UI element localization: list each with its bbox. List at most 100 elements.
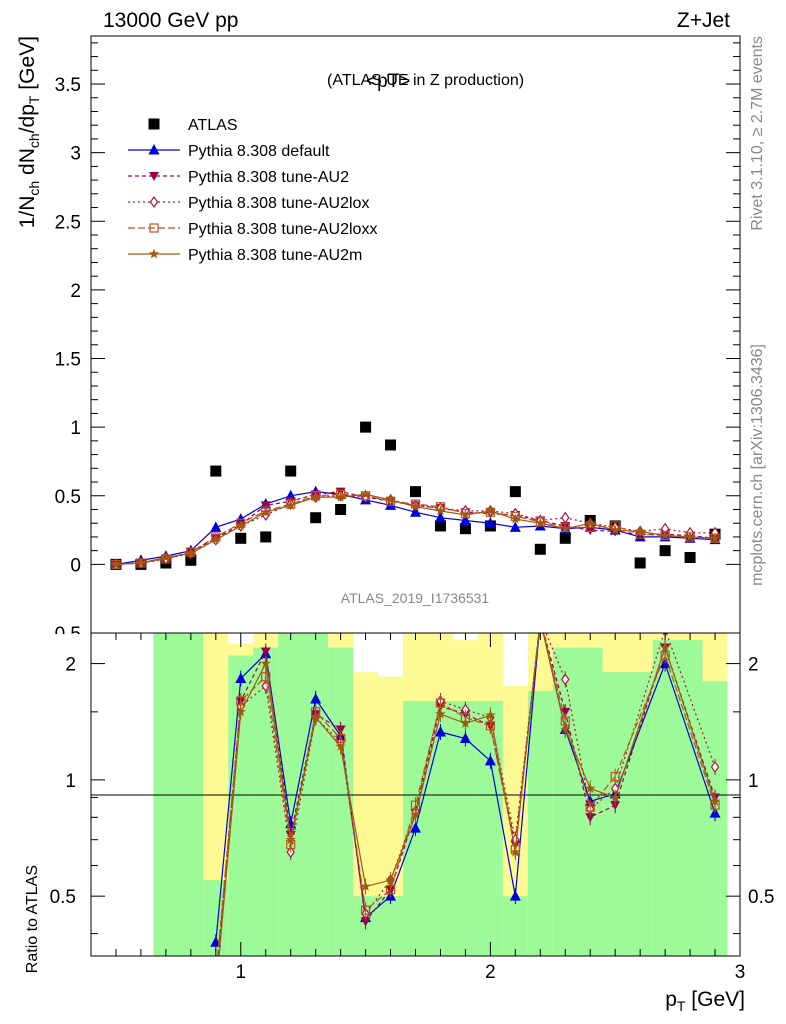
upper-ytick-label: 0 bbox=[70, 555, 81, 576]
data-point-atlas bbox=[434, 520, 446, 532]
data-point-AU2m bbox=[435, 505, 446, 516]
x-axis-label: pT [GeV] bbox=[665, 988, 745, 1014]
lower-ytick-label-right: 2 bbox=[748, 655, 759, 676]
uncertainty-band-inner bbox=[502, 896, 528, 956]
upper-ytick-label: 2 bbox=[70, 281, 81, 302]
legend-marker-AU2loxx bbox=[149, 223, 159, 233]
upper-panel: 00.511.522.533.5-0.5 <pT> (ATLAS UE in Z… bbox=[16, 35, 741, 646]
data-point-atlas bbox=[360, 421, 372, 433]
data-point-AU2lox bbox=[561, 511, 570, 524]
data-point-atlas bbox=[185, 554, 197, 566]
ratio-point-AU2lox bbox=[561, 673, 570, 686]
data-point-AU2m bbox=[260, 506, 271, 517]
ratio-point-AU2loxx bbox=[261, 672, 271, 682]
ratio-point-default bbox=[410, 822, 421, 833]
legend-marker-AU2 bbox=[149, 172, 159, 181]
ratio-point-AU2m bbox=[485, 709, 496, 720]
ratio-point-AU2m bbox=[560, 724, 571, 734]
ratio-point-AU2m bbox=[410, 809, 421, 820]
ratio-point-AU2 bbox=[610, 801, 621, 811]
legend-label: Pythia 8.308 tune-AU2 bbox=[188, 169, 349, 186]
ratio-point-AU2m bbox=[335, 741, 346, 751]
ratio-point-AU2m bbox=[310, 712, 321, 722]
legend-label: Pythia 8.308 tune-AU2lox bbox=[188, 195, 369, 212]
ratio-point-default bbox=[235, 672, 247, 683]
legend: ATLAS Pythia 8.308 default Pythia 8.308 tu… bbox=[128, 117, 377, 264]
data-point-atlas bbox=[684, 552, 696, 564]
data-point-default bbox=[509, 521, 521, 532]
xtick-label: 2 bbox=[485, 962, 496, 983]
data-point-AU2m bbox=[684, 531, 696, 542]
data-point-AU2m bbox=[659, 530, 671, 540]
data-point-AU2m bbox=[610, 524, 621, 535]
data-point-AU2m bbox=[160, 552, 172, 562]
data-point-AU2 bbox=[585, 526, 596, 536]
lower-y-axis-label: Ratio to ATLAS bbox=[24, 865, 41, 973]
uncertainty-band-inner bbox=[253, 647, 279, 956]
ratio-point-AU2m bbox=[260, 658, 271, 668]
tick-label-mask bbox=[30, 634, 90, 646]
data-point-atlas bbox=[310, 512, 322, 524]
ratio-point-AU2m bbox=[211, 988, 221, 998]
data-point-atlas bbox=[459, 523, 471, 535]
uncertainty-band-inner bbox=[328, 647, 354, 956]
ratio-point-default bbox=[509, 890, 521, 901]
ratio-point-AU2m bbox=[435, 708, 446, 719]
ratio-point-AU2 bbox=[211, 978, 221, 987]
data-point-atlas bbox=[634, 557, 646, 569]
uncertainty-band-inner bbox=[527, 690, 553, 956]
lower-ytick-label-right: 1 bbox=[748, 771, 759, 792]
data-point-default bbox=[459, 514, 471, 525]
upper-y-axis-label: 1/Nch dNch/dpT [GeV] bbox=[16, 36, 42, 228]
main-subtitle: (ATLAS UE in Z production) bbox=[327, 72, 524, 89]
upper-ytick-label: 3 bbox=[70, 144, 81, 165]
ratio-point-AU2 bbox=[335, 725, 346, 735]
lower-ytick-label: 2 bbox=[65, 655, 76, 676]
data-point-atlas bbox=[260, 531, 272, 543]
data-point-AU2m bbox=[235, 520, 246, 531]
ratio-point-AU2m bbox=[460, 717, 471, 728]
ratio-point-AU2m bbox=[585, 783, 596, 793]
data-point-AU2m bbox=[310, 491, 321, 502]
ratio-point-default bbox=[535, 614, 546, 625]
ratio-point-AU2 bbox=[585, 813, 596, 823]
header-left: 13000 GeV pp bbox=[103, 9, 238, 32]
data-point-atlas bbox=[559, 532, 571, 544]
ratio-point-AU2m bbox=[510, 846, 521, 857]
ratio-point-AU2loxx bbox=[360, 905, 371, 915]
ratio-point-default bbox=[310, 692, 322, 704]
lower-ytick-label: 0.5 bbox=[50, 887, 76, 908]
data-point-AU2m bbox=[285, 499, 296, 510]
series-AU2m bbox=[110, 488, 721, 569]
legend-label: Pythia 8.308 tune-AU2m bbox=[188, 247, 362, 264]
data-point-AU2m bbox=[510, 513, 521, 524]
lower-ytick-label: 1 bbox=[65, 771, 76, 792]
legend-label: Pythia 8.308 tune-AU2loxx bbox=[188, 221, 377, 238]
data-point-AU2m bbox=[110, 558, 122, 569]
data-point-AU2m bbox=[135, 557, 147, 568]
analysis-id: ATLAS_2019_I1736531 bbox=[341, 590, 490, 606]
data-point-atlas bbox=[285, 465, 297, 477]
xtick-label: 3 bbox=[735, 962, 746, 983]
ratio-point-AU2lox bbox=[212, 983, 219, 993]
data-point-atlas bbox=[410, 486, 421, 498]
ratio-point-AU2m bbox=[360, 880, 371, 891]
legend-label: Pythia 8.308 default bbox=[188, 143, 330, 160]
data-point-AU2m bbox=[535, 517, 546, 528]
data-point-AU2m bbox=[185, 547, 197, 558]
legend-label: ATLAS bbox=[188, 117, 238, 134]
ratio-point-AU2m bbox=[659, 642, 671, 652]
data-point-atlas bbox=[385, 439, 397, 451]
legend-marker-atlas bbox=[148, 118, 160, 130]
rivet-label: Rivet 3.1.10, ≥ 2.7M events bbox=[749, 36, 766, 231]
data-point-AU2m bbox=[709, 532, 721, 543]
ratio-point-AU2loxx bbox=[585, 802, 595, 812]
data-point-AU2m bbox=[460, 509, 471, 520]
data-point-AU2 bbox=[260, 501, 271, 511]
data-point-default bbox=[410, 506, 421, 517]
upper-ytick-label: 0.5 bbox=[55, 487, 81, 508]
uncertainty-band-inner bbox=[477, 701, 503, 956]
data-point-AU2m bbox=[360, 488, 371, 499]
ratio-point-AU2m bbox=[610, 792, 621, 802]
ratio-series-AU2m bbox=[211, 633, 721, 998]
